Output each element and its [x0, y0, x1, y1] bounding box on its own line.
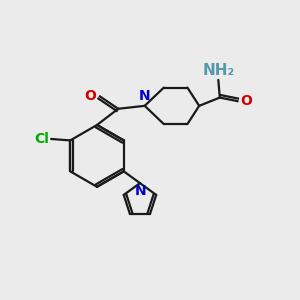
Text: Cl: Cl [34, 132, 49, 146]
Text: NH₂: NH₂ [202, 63, 234, 78]
Text: O: O [240, 94, 252, 107]
Text: N: N [139, 89, 151, 103]
Text: N: N [135, 184, 146, 198]
Text: O: O [85, 89, 96, 103]
